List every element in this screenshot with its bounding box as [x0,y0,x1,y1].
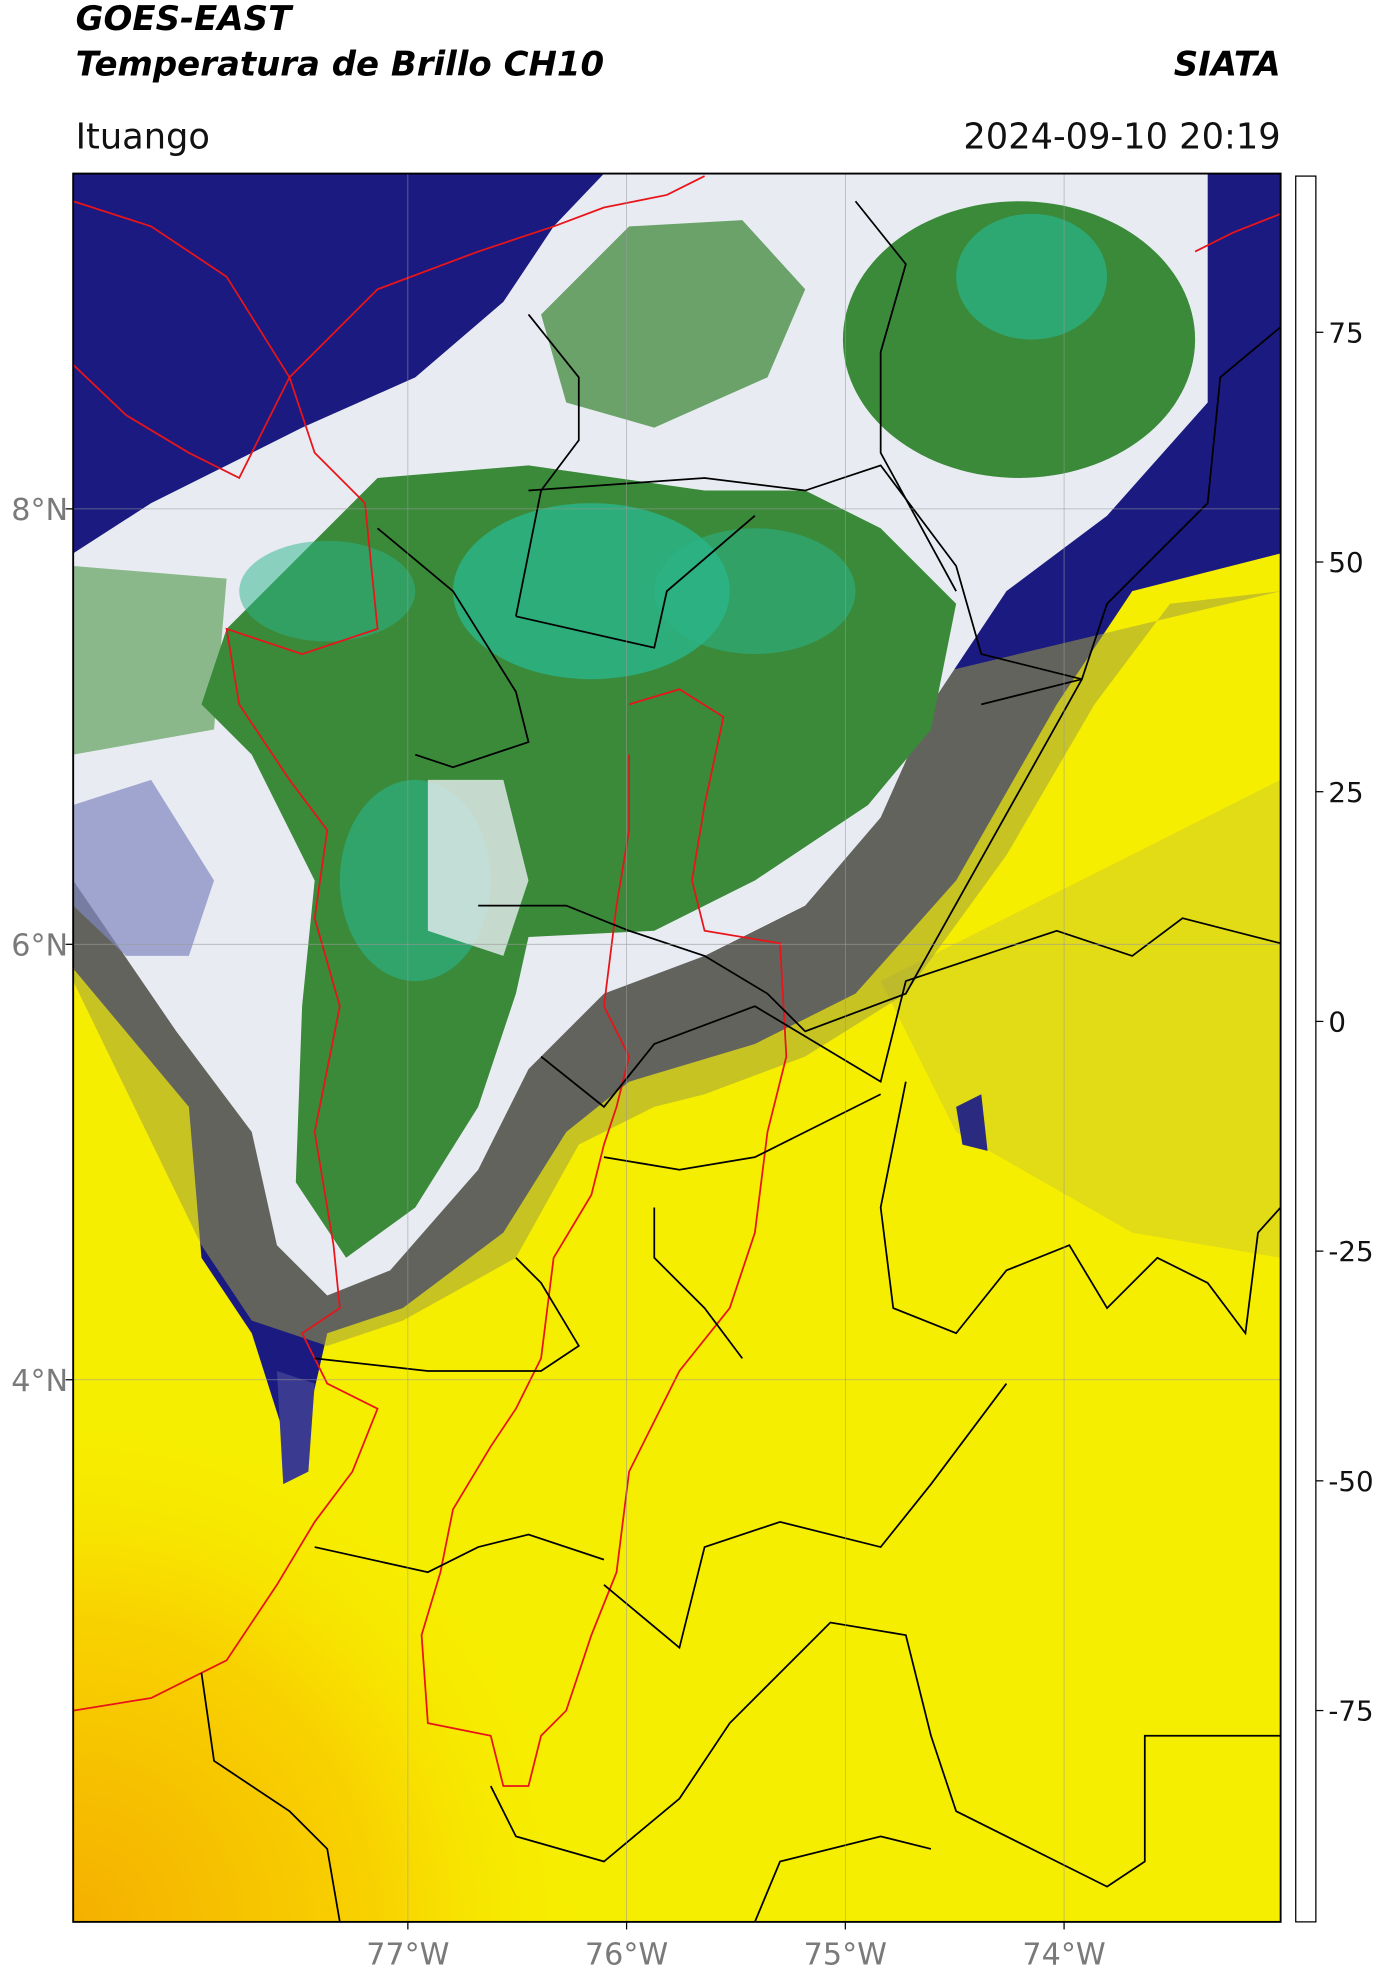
y-tick-label: 6°N [11,929,68,964]
colorbar-tick-label: 75 [1328,316,1363,349]
colorbar-tick-label: 0 [1328,1005,1346,1038]
x-tick-label: 77°W [366,1938,449,1973]
title: GOES-EAST [76,0,294,39]
x-tick-label: 74°W [1022,1938,1105,1973]
org: SIATA [1174,44,1281,84]
location: Ituango [76,116,210,157]
y-tick-label: 8°N [11,493,68,528]
x-tick-label: 76°W [585,1938,668,1973]
satellite-image [73,173,1281,1922]
colorbar-tick-label: -50 [1328,1465,1373,1498]
y-tick-label: 4°N [11,1364,68,1399]
map-frame [72,172,1282,1923]
colorbar-tick-label: -75 [1328,1695,1373,1728]
colorbar [1295,175,1317,1923]
colorbar-tick-label: 25 [1328,776,1363,809]
x-tick-label: 75°W [804,1938,887,1973]
grid [73,173,1281,1922]
subtitle: Temperatura de Brillo CH10 [76,44,604,84]
colorbar-tick-label: -25 [1328,1235,1373,1268]
colorbar-tick-label: 50 [1328,546,1363,579]
datetime: 2024-09-10 20:19 [963,116,1280,157]
